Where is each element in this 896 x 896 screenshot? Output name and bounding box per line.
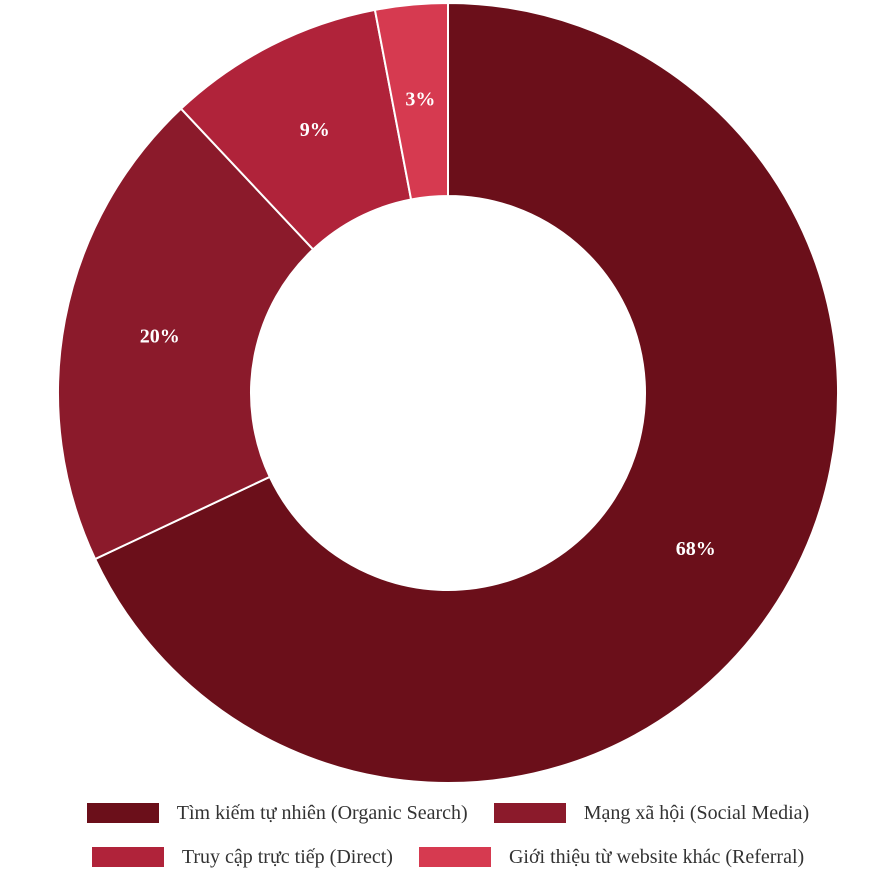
legend-swatch [91, 847, 164, 867]
slice-label: 68% [676, 538, 716, 560]
legend-label: Mạng xã hội (Social Media) [583, 801, 810, 824]
slice-label: 9% [300, 119, 330, 141]
legend: Tìm kiếm tự nhiên (Organic Search) Mạng x… [0, 798, 896, 872]
legend-swatch [86, 803, 159, 823]
slice-label: 3% [405, 88, 435, 110]
legend-swatch [418, 847, 491, 867]
slice [93, 1, 839, 784]
legend-item: Tìm kiếm tự nhiên (Organic Search) [86, 798, 468, 828]
legend-item: Giới thiệu từ website khác (Referral) [418, 842, 805, 872]
legend-label: Truy cập trực tiếp (Direct) [181, 845, 393, 868]
legend-label: Giới thiệu từ website khác (Referral) [508, 845, 805, 868]
slice [373, 1, 449, 201]
legend-swatch [493, 803, 566, 823]
chart: 68% 20% 9% 3% [57, 1, 839, 784]
slice-label: 20% [140, 326, 180, 348]
slice [57, 107, 315, 561]
legend-item: Mạng xã hội (Social Media) [493, 798, 810, 828]
legend-item: Truy cập trực tiếp (Direct) [91, 842, 393, 872]
legend-label: Tìm kiếm tự nhiên (Organic Search) [176, 801, 468, 824]
